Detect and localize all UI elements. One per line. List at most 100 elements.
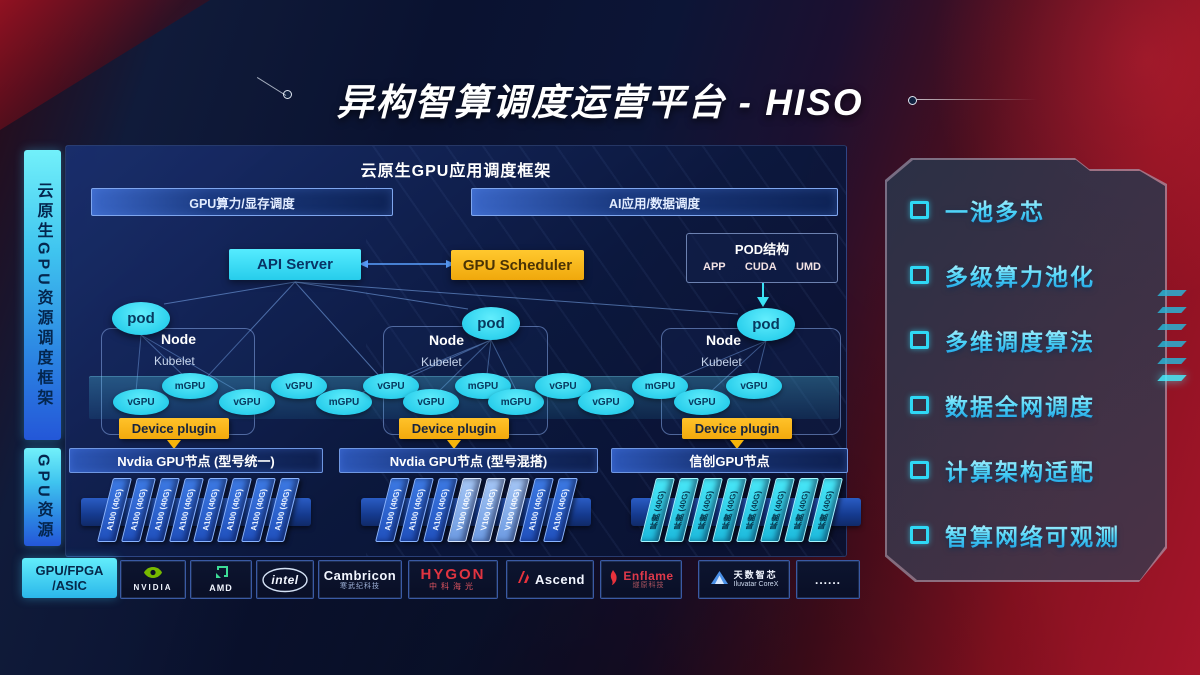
device-plugin-1: Device plugin <box>119 418 229 439</box>
down-arrow-icon <box>447 440 461 449</box>
title-deco-dot-right <box>908 96 917 105</box>
gpu-scheduler-label: GPU Scheduler <box>462 256 573 274</box>
gpu-compute-scheduling-label: GPU算力/显存调度 <box>189 196 295 211</box>
gpu-ellipse: vGPU <box>113 389 169 415</box>
pod-label-2: pod <box>477 315 505 332</box>
pod-ellipse-1: pod <box>112 302 170 335</box>
vendor-iluvatar-label: 天数智芯 <box>733 570 778 581</box>
vendor-intel-label: intel <box>271 572 299 587</box>
vendor-ascend: Ascend <box>506 560 594 599</box>
gpu-ellipse: mGPU <box>316 389 372 415</box>
intel-oval-icon <box>262 567 308 593</box>
vendor-enflame-sub: 燧原科技 <box>632 582 665 590</box>
vendor-enflame-label: Enflame <box>623 568 674 583</box>
vendor-amd: AMD <box>190 560 252 599</box>
feature-item: 多维调度算法 <box>910 323 1095 357</box>
vendor-cambricon-sub: 寒武纪科技 <box>340 582 380 590</box>
sidebar-bar-gpu-resource-label: GPU资源 <box>34 453 52 541</box>
down-arrow-icon <box>730 440 744 449</box>
vendor-hygon-label: HYGON <box>420 566 486 584</box>
checkbox-icon <box>910 201 929 219</box>
pod-structure-title: POD结构 <box>734 242 790 257</box>
vendor-hygon-sub: 中科海光 <box>428 582 477 592</box>
ascend-triangle-icon <box>515 570 530 589</box>
vendor-cambricon: Cambricon 寒武纪科技 <box>318 560 402 599</box>
scheduling-framework-panel: 云原生GPU应用调度框架 GPU算力/显存调度 AI应用/数据调度 <box>65 145 861 557</box>
api-server-label: API Server <box>257 256 333 273</box>
pod-label-1: pod <box>127 310 155 327</box>
feature-label: 多级算力池化 <box>945 258 1095 292</box>
iluvatar-triangle-icon <box>710 570 729 590</box>
feature-item: 一池多芯 <box>910 193 1045 227</box>
node-label-1: Node <box>161 331 196 347</box>
gpu-scheduler-box: GPU Scheduler <box>451 250 584 280</box>
vendor-amd-label: AMD <box>209 582 233 593</box>
sidebar-bar-framework: 云原生GPU资源调度框架 <box>24 150 61 440</box>
vendor-hygon: HYGON 中科海光 <box>408 560 498 599</box>
vendor-nvidia-label: NVIDIA <box>133 583 173 593</box>
checkbox-icon <box>910 331 929 349</box>
kubelet-label-2: Kubelet <box>421 355 462 369</box>
feature-label: 一池多芯 <box>945 193 1045 227</box>
device-plugin-2: Device plugin <box>399 418 509 439</box>
checkbox-icon <box>910 396 929 414</box>
vendor-nvidia: NVIDIA <box>120 560 186 599</box>
gpu-node-bar-label-1: Nvdia GPU节点 (型号统一) <box>117 454 275 469</box>
chip-type-box: GPU/FPGA /ASIC <box>22 558 117 598</box>
gpu-ellipse: vGPU <box>578 389 634 415</box>
pod-label-3: pod <box>752 316 780 333</box>
pod-ellipse-3: pod <box>737 308 795 341</box>
vendor-cambricon-label: Cambricon <box>323 568 397 583</box>
pod-item-umd: UMD <box>795 261 821 273</box>
framework-header: 云原生GPU应用调度框架 <box>360 163 552 180</box>
checkbox-icon <box>910 526 929 544</box>
gpu-ellipse: mGPU <box>162 373 218 399</box>
chip-type-line1: GPU/FPGA <box>35 563 104 578</box>
nvidia-eye-icon <box>143 566 163 584</box>
vendor-intel: intel <box>256 560 314 599</box>
feature-label: 智算网络可观测 <box>945 518 1120 552</box>
node-label-2: Node <box>429 332 464 348</box>
feature-label: 计算架构适配 <box>945 453 1095 487</box>
feature-label: 数据全网调度 <box>945 388 1095 422</box>
gpu-ellipse: mGPU <box>488 389 544 415</box>
pod-item-app: APP <box>703 261 726 273</box>
gpu-stack-2: A100 (40G) A100 (40G) A100 (40G) V100 (4… <box>356 476 601 546</box>
amd-arrow-icon <box>215 565 228 584</box>
kubelet-label-3: Kubelet <box>701 355 742 369</box>
device-plugin-3: Device plugin <box>682 418 792 439</box>
checkbox-icon <box>910 461 929 479</box>
feature-item: 多级算力池化 <box>910 258 1095 292</box>
vendor-iluvatar: 天数智芯 Iluvatar CoreX <box>698 560 790 599</box>
pod-item-cuda: CUDA <box>744 261 777 273</box>
feature-item: 计算架构适配 <box>910 453 1095 487</box>
gpu-ellipse: vGPU <box>219 389 275 415</box>
feature-item: 智算网络可观测 <box>910 518 1120 552</box>
pod-structure-box: POD结构 APP CUDA UMD <box>686 233 838 283</box>
gpu-node-bar-3: 信创GPU节点 <box>611 448 848 473</box>
gpu-stack-3: 昇腾 (40G) 昇腾 (40G) 昇腾 (40G) 昇腾 (40G) 昇腾 (… <box>626 476 871 546</box>
gpu-node-bar-label-3: 信创GPU节点 <box>689 454 770 469</box>
node-label-3: Node <box>706 332 741 348</box>
api-server-box: API Server <box>229 249 361 280</box>
down-arrow-icon <box>167 440 181 449</box>
gpu-stack-1: A100 (40G) A100 (40G) A100 (40G) A100 (4… <box>76 476 321 546</box>
gpu-ellipse: vGPU <box>674 389 730 415</box>
page-title: 异构智算调度运营平台 - HISO <box>336 82 864 123</box>
vendor-others: ...... <box>796 560 860 599</box>
pod-ellipse-2: pod <box>462 307 520 340</box>
feature-item: 数据全网调度 <box>910 388 1095 422</box>
enflame-flame-icon <box>608 569 618 591</box>
checkbox-icon <box>910 266 929 284</box>
gpu-node-bar-2: Nvdia GPU节点 (型号混搭) <box>339 448 598 473</box>
ai-data-scheduling-bar: AI应用/数据调度 <box>471 188 838 216</box>
chip-type-line2: /ASIC <box>52 578 87 593</box>
sidebar-bar-framework-label: 云原生GPU资源调度框架 <box>34 181 52 409</box>
gpu-ellipse: vGPU <box>271 373 327 399</box>
gpu-node-bar-label-2: Nvdia GPU节点 (型号混搭) <box>389 454 548 469</box>
gpu-ellipse: vGPU <box>403 389 459 415</box>
kubelet-label-1: Kubelet <box>154 354 195 368</box>
device-plugin-label-3: Device plugin <box>694 421 780 436</box>
device-plugin-label-2: Device plugin <box>411 421 497 436</box>
